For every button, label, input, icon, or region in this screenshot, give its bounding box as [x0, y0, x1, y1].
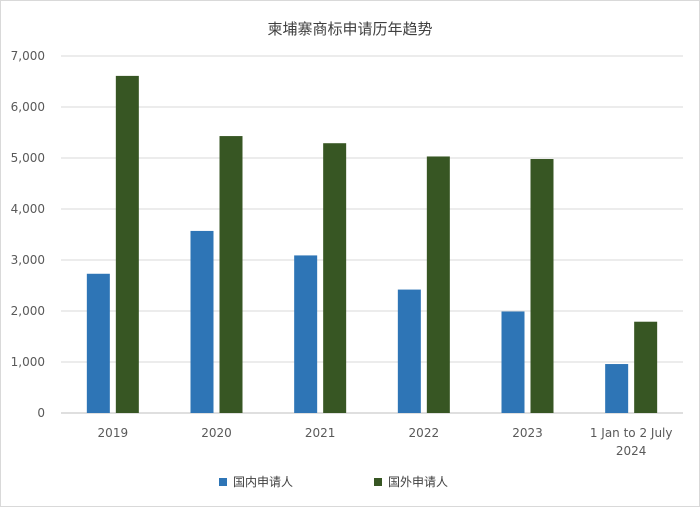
y-tick-label: 0: [37, 406, 45, 420]
y-tick-label: 2,000: [11, 304, 45, 318]
bar: [115, 75, 139, 413]
y-tick-label: 1,000: [11, 355, 45, 369]
x-tick-label: 2019: [98, 426, 129, 440]
legend-label: 国内申请人: [233, 475, 293, 489]
x-tick-label: 2021: [305, 426, 336, 440]
y-tick-label: 4,000: [11, 202, 45, 216]
y-tick-label: 7,000: [11, 49, 45, 63]
bar: [190, 230, 214, 413]
bar: [634, 321, 658, 413]
series-1: [86, 230, 629, 413]
gridlines: [61, 55, 683, 414]
x-tick-label: 2024: [616, 444, 647, 458]
legend-swatch: [219, 478, 227, 486]
y-tick-label: 3,000: [11, 253, 45, 267]
x-tick-label: 1 Jan to 2 July: [590, 426, 673, 440]
bar: [501, 311, 525, 413]
bar: [294, 255, 318, 413]
x-axis-ticks: 2019 2020 2021 2022 2023 1 Jan to 2 July 2024: [98, 426, 673, 458]
bar: [397, 289, 421, 413]
bar: [530, 159, 554, 413]
x-tick-label: 2022: [409, 426, 440, 440]
legend-swatch: [374, 478, 382, 486]
legend-label: 国外申请人: [388, 475, 448, 489]
bar: [426, 156, 450, 413]
y-axis-ticks: 0 1,000 2,000 3,000 4,000 5,000 6,000 7,000: [11, 49, 45, 420]
y-tick-label: 6,000: [11, 100, 45, 114]
bars: [86, 75, 658, 413]
bar: [219, 136, 243, 413]
bar: [605, 364, 629, 413]
legend: 国内申请人 国外申请人: [219, 475, 448, 489]
chart-title: 柬埔寨商标申请历年趋势: [267, 20, 432, 38]
bar: [323, 143, 347, 413]
y-tick-label: 5,000: [11, 151, 45, 165]
x-tick-label: 2023: [512, 426, 543, 440]
bar: [86, 273, 110, 413]
series-2: [115, 75, 658, 413]
x-tick-label: 2020: [201, 426, 232, 440]
